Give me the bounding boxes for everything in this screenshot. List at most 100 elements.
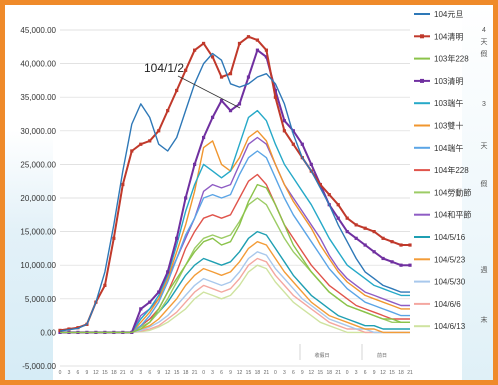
x-tick-label: 0 [130,370,133,376]
data-point [130,149,134,153]
x-tick-label: 21 [264,370,270,376]
x-tick-label: 21 [192,370,198,376]
y-tick-label: 0.00 [40,328,56,337]
x-tick-label: 18 [255,370,261,376]
data-point [237,102,242,106]
data-point [255,48,260,52]
data-point [318,182,322,187]
x-tick-label: 9 [86,370,89,376]
data-point [363,226,367,230]
x-tick-label: 15 [317,370,323,376]
x-axis-ticks: 0 3 6 9 12 15 18 21 0 3 6 9 12 15 18 21 0 3 6 9 12 15 18 21 0 3 6 9… [59,344,413,376]
x-tick-label: 9 [229,370,232,376]
data-point [246,35,251,39]
data-point [390,260,394,264]
data-point [228,109,233,113]
x-tick-label: 3 [211,370,214,376]
data-point [390,240,394,244]
series-line [60,183,410,334]
data-point [166,109,170,113]
background-tint-left [5,130,53,380]
x-tick-label: 21 [407,370,413,376]
frame-border-bottom [0,380,498,385]
legend-label: 104/5/16 [434,233,466,242]
y-tick-label: 45,000.00 [20,26,56,35]
x-tick-label: 6 [148,370,151,376]
data-point [273,88,277,93]
legend: 104元旦 104清明 103年228 103清明 103端午 103雙十 104端午 104… [414,10,471,331]
x-tick-label: 9 [301,370,304,376]
y-tick-label: 15,000.00 [20,228,56,237]
x-tick-label: 12 [309,370,315,376]
x-tick-label: 9 [373,370,376,376]
x-tick-label: 3 [355,370,358,376]
side-label: 天 [481,38,488,46]
data-point [228,72,233,76]
x-tick-label: 18 [111,370,117,376]
frame-border-left [0,0,5,385]
series-line [60,257,410,334]
legend-marker [420,34,424,39]
data-point [219,75,224,79]
y-axis-ticks: 45,000.00 40,000.00 35,000.00 30,000.00 25,0… [20,26,56,371]
frame-border-top [0,0,498,5]
data-point [237,41,242,46]
data-point [58,328,62,332]
legend-label: 104清明 [434,31,463,41]
data-point [210,115,215,119]
data-point [381,236,385,240]
legend-label: 104年228 [434,165,469,175]
x-tick-label: 6 [292,370,295,376]
data-point [264,48,269,52]
data-point [264,55,269,59]
y-tick-label: -5,000.00 [22,362,56,371]
legend-label: 104/5/30 [434,278,466,287]
side-label: 末 [481,315,488,324]
x-tick-label: 12 [165,370,171,376]
data-point [193,48,197,52]
data-point [157,129,161,133]
data-point [175,88,179,93]
data-point [103,283,107,287]
data-point [273,95,277,99]
gridlines [60,29,410,367]
data-point [184,196,188,200]
y-tick-label: 30,000.00 [20,127,56,136]
data-point [399,243,403,247]
data-point [408,263,412,267]
x-tick-label: 0 [59,370,62,376]
series-line [59,35,410,332]
side-label: 週 [481,265,488,274]
bottom-label: 收假日 [314,352,329,359]
data-point [282,119,286,123]
frame-border-right [493,0,498,385]
side-label: 天 [481,142,488,150]
legend-label: 104/5/23 [434,255,466,264]
x-tick-label: 12 [93,370,99,376]
data-point [363,243,367,247]
series-lines [58,35,412,334]
background-tint-right [462,5,493,380]
data-point [148,139,152,143]
x-tick-label: 21 [335,370,341,376]
y-tick-label: 10,000.00 [20,261,56,270]
side-label: 假 [481,179,488,188]
data-point [336,216,340,220]
x-tick-label: 15 [246,370,252,376]
data-point [291,142,295,146]
data-point [345,216,349,220]
data-point [201,135,206,140]
legend-label: 103年228 [434,54,469,64]
x-tick-label: 6 [364,370,367,376]
x-tick-label: 0 [202,370,205,376]
y-tick-label: 40,000.00 [20,60,56,69]
data-point [175,236,179,240]
y-tick-label: 20,000.00 [20,194,56,203]
legend-label: 104/6/6 [434,300,461,309]
data-point [255,38,260,42]
data-point [300,142,304,146]
data-point [309,162,313,166]
annotation-label: 104/1/2 [144,61,184,75]
x-tick-label: 21 [120,370,126,376]
